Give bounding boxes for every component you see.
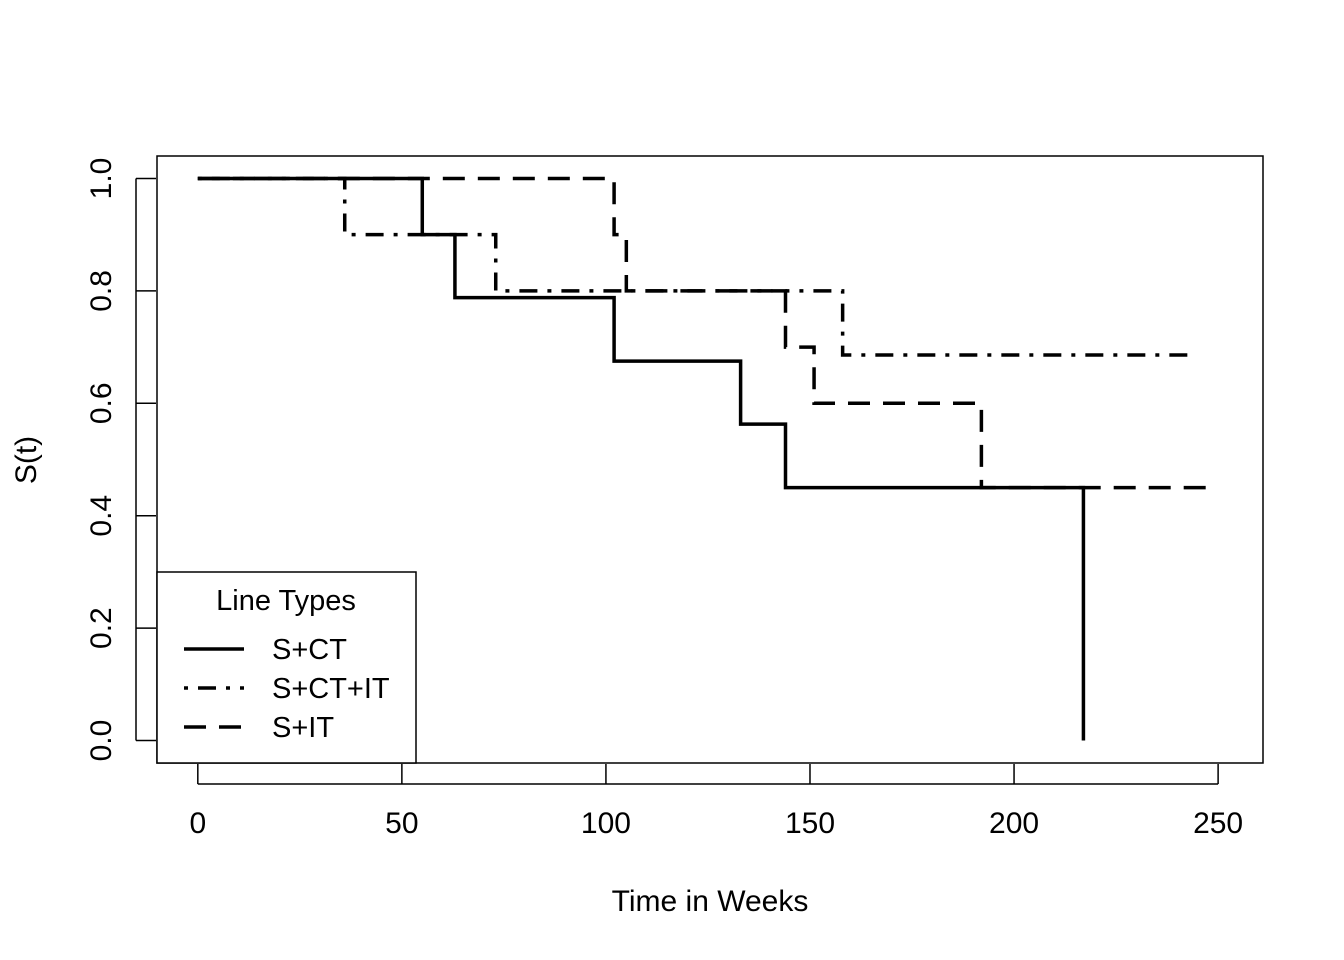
x-axis: 0 50 100 150 200 250 xyxy=(189,764,1243,840)
plot-frame xyxy=(156,155,1264,764)
y-axis-title: S(t) xyxy=(10,436,43,484)
series-layer xyxy=(197,176,1219,741)
legend-title: Line Types xyxy=(216,585,356,617)
legend-label: S+CT+IT xyxy=(272,673,390,705)
y-tick-label: 0.8 xyxy=(85,270,118,312)
series-s-ct-it-line xyxy=(197,176,1190,357)
x-tick-label: 100 xyxy=(581,807,631,840)
legend-label: S+CT xyxy=(272,634,347,666)
legend: Line Types S+CT S+CT+IT S+IT xyxy=(156,571,417,764)
y-tick-label: 0.4 xyxy=(85,495,118,537)
y-tick-label: 0.6 xyxy=(85,382,118,424)
x-tick-label: 250 xyxy=(1193,807,1243,840)
y-tick-label: 1.0 xyxy=(85,158,118,200)
legend-box xyxy=(156,571,417,764)
x-tick-label: 0 xyxy=(189,807,206,840)
legend-items: S+CT S+CT+IT S+IT xyxy=(184,634,390,744)
series-s-it-line xyxy=(197,176,1219,490)
x-tick-label: 50 xyxy=(385,807,418,840)
x-tick-label: 150 xyxy=(785,807,835,840)
y-tick-label: 0.0 xyxy=(85,720,118,762)
y-axis: 0.0 0.2 0.4 0.6 0.8 1.0 xyxy=(85,158,156,762)
y-tick-label: 0.2 xyxy=(85,607,118,649)
legend-label: S+IT xyxy=(272,712,334,744)
x-tick-label: 200 xyxy=(989,807,1039,840)
x-axis-title: Time in Weeks xyxy=(612,885,809,918)
